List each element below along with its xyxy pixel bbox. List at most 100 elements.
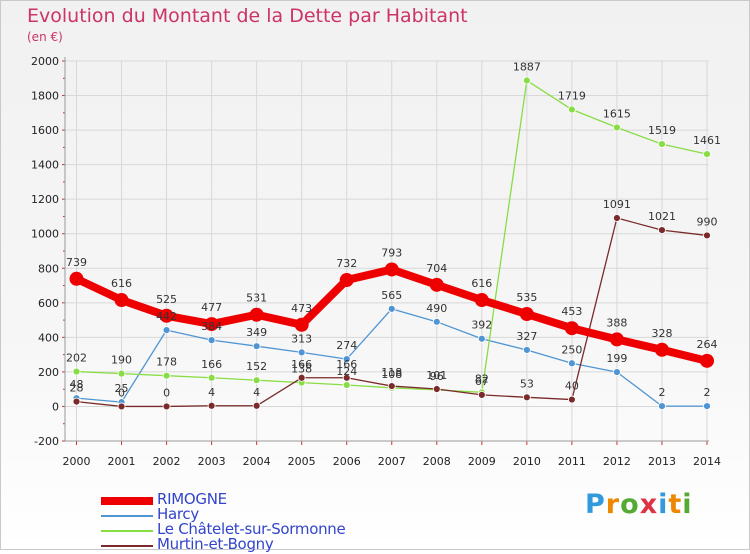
data-label: 739: [66, 256, 87, 269]
data-label: 1091: [603, 198, 631, 211]
data-point: [567, 395, 576, 404]
data-label: 199: [606, 352, 627, 365]
y-tick-label: 0: [52, 400, 59, 413]
x-tick-label: 2005: [288, 455, 316, 468]
legend-label: Le Châtelet-sur-Sormonne: [157, 520, 346, 538]
y-tick-label: 800: [38, 262, 59, 275]
legend-swatch: [101, 530, 153, 532]
grid-lines: [65, 60, 709, 442]
data-point: [204, 317, 219, 332]
data-label: 535: [516, 291, 537, 304]
data-labels: 48 25 442 384 349 313 274 565 490 392 327 250 199 2 2 2…: [66, 61, 721, 400]
data-point: [117, 369, 126, 378]
data-point: [703, 231, 711, 240]
y-tick-label: -200: [34, 435, 59, 448]
data-point: [567, 359, 576, 368]
data-point: [658, 140, 666, 148]
x-tick-label: 2004: [243, 455, 271, 468]
data-point: [564, 321, 579, 336]
x-axis-tick-labels: 2000 2001 2002 2003 2004 2005 2006 2007 2008 2009…: [63, 455, 722, 468]
data-label: 453: [561, 305, 582, 318]
data-label: 166: [336, 358, 357, 371]
data-label: 1887: [513, 61, 541, 74]
data-label: 48: [70, 378, 84, 391]
data-label: 67: [475, 375, 489, 388]
y-axis-tick-labels: -200 0 200 400 600 800 1000 1200 1400 1600 1800 200…: [31, 55, 59, 448]
data-point: [654, 342, 669, 357]
data-point: [297, 373, 306, 382]
data-label: 0: [163, 386, 170, 399]
x-tick-label: 2006: [333, 455, 361, 468]
legend-label: RIMOGNE: [157, 490, 227, 508]
data-point: [522, 76, 531, 85]
data-label: 25: [115, 382, 129, 395]
data-label: 96: [430, 370, 444, 383]
data-point: [339, 273, 354, 288]
x-tick-label: 2007: [378, 455, 406, 468]
data-label: 732: [336, 257, 357, 270]
data-point: [72, 367, 81, 376]
data-label: 793: [381, 246, 402, 259]
data-label: 990: [697, 215, 718, 228]
data-point: [658, 402, 666, 411]
data-point: [162, 402, 171, 411]
data-label: 473: [291, 302, 312, 315]
data-point: [162, 371, 171, 380]
data-label: 40: [565, 380, 579, 393]
data-point: [658, 226, 666, 235]
data-point: [249, 307, 264, 322]
x-tick-label: 2002: [153, 455, 181, 468]
x-tick-label: 2013: [648, 455, 676, 468]
data-point: [519, 307, 534, 322]
data-point: [114, 293, 129, 308]
data-point: [700, 353, 714, 368]
data-point: [432, 317, 441, 326]
data-label: 1461: [693, 134, 721, 147]
brand-letter: o: [620, 489, 640, 520]
data-point: [522, 346, 531, 354]
data-label: 28: [70, 382, 84, 395]
data-point: [703, 402, 711, 411]
data-point: [342, 381, 351, 389]
data-point: [294, 317, 309, 332]
brand-letter: i: [682, 489, 693, 520]
data-point: [342, 355, 351, 364]
data-label: 124: [336, 365, 357, 378]
chart-unit-subtitle: (en €): [27, 30, 63, 44]
data-label: 1615: [603, 108, 631, 121]
data-label: 616: [111, 277, 132, 290]
legend-label: Harcy: [157, 505, 199, 523]
brand-logo: Proxiti: [585, 489, 693, 520]
data-point: [117, 402, 126, 411]
data-label: 264: [697, 338, 718, 351]
data-label: 392: [471, 319, 492, 332]
y-tick-label: 400: [38, 331, 59, 344]
x-tick-label: 2012: [603, 455, 631, 468]
brand-letter: x: [639, 489, 659, 520]
data-point: [207, 336, 216, 345]
data-point: [387, 304, 396, 313]
legend-label: Murtin-et-Bogny: [157, 535, 274, 553]
data-point: [162, 326, 171, 335]
data-point: [613, 123, 621, 132]
x-tick-label: 2014: [693, 455, 721, 468]
chart-title: Evolution du Montant de la Dette par Hab…: [27, 5, 468, 27]
data-point: [252, 342, 261, 351]
data-label: 152: [246, 360, 267, 373]
x-tick-label: 2003: [198, 455, 226, 468]
data-label: 327: [516, 330, 537, 343]
data-label: 202: [66, 352, 87, 365]
data-label: 2: [658, 386, 665, 399]
data-label: 166: [291, 358, 312, 371]
data-point: [432, 385, 441, 393]
data-label: 531: [246, 292, 267, 305]
data-label: 704: [426, 262, 447, 275]
data-label: 166: [201, 358, 222, 371]
data-label: 490: [426, 302, 447, 315]
x-tick-label: 2009: [468, 455, 496, 468]
legend-swatch: [101, 545, 153, 547]
data-label: 138: [291, 363, 312, 376]
data-label: 108: [381, 368, 402, 381]
data-point: [429, 277, 444, 292]
data-label: 2: [704, 386, 711, 399]
